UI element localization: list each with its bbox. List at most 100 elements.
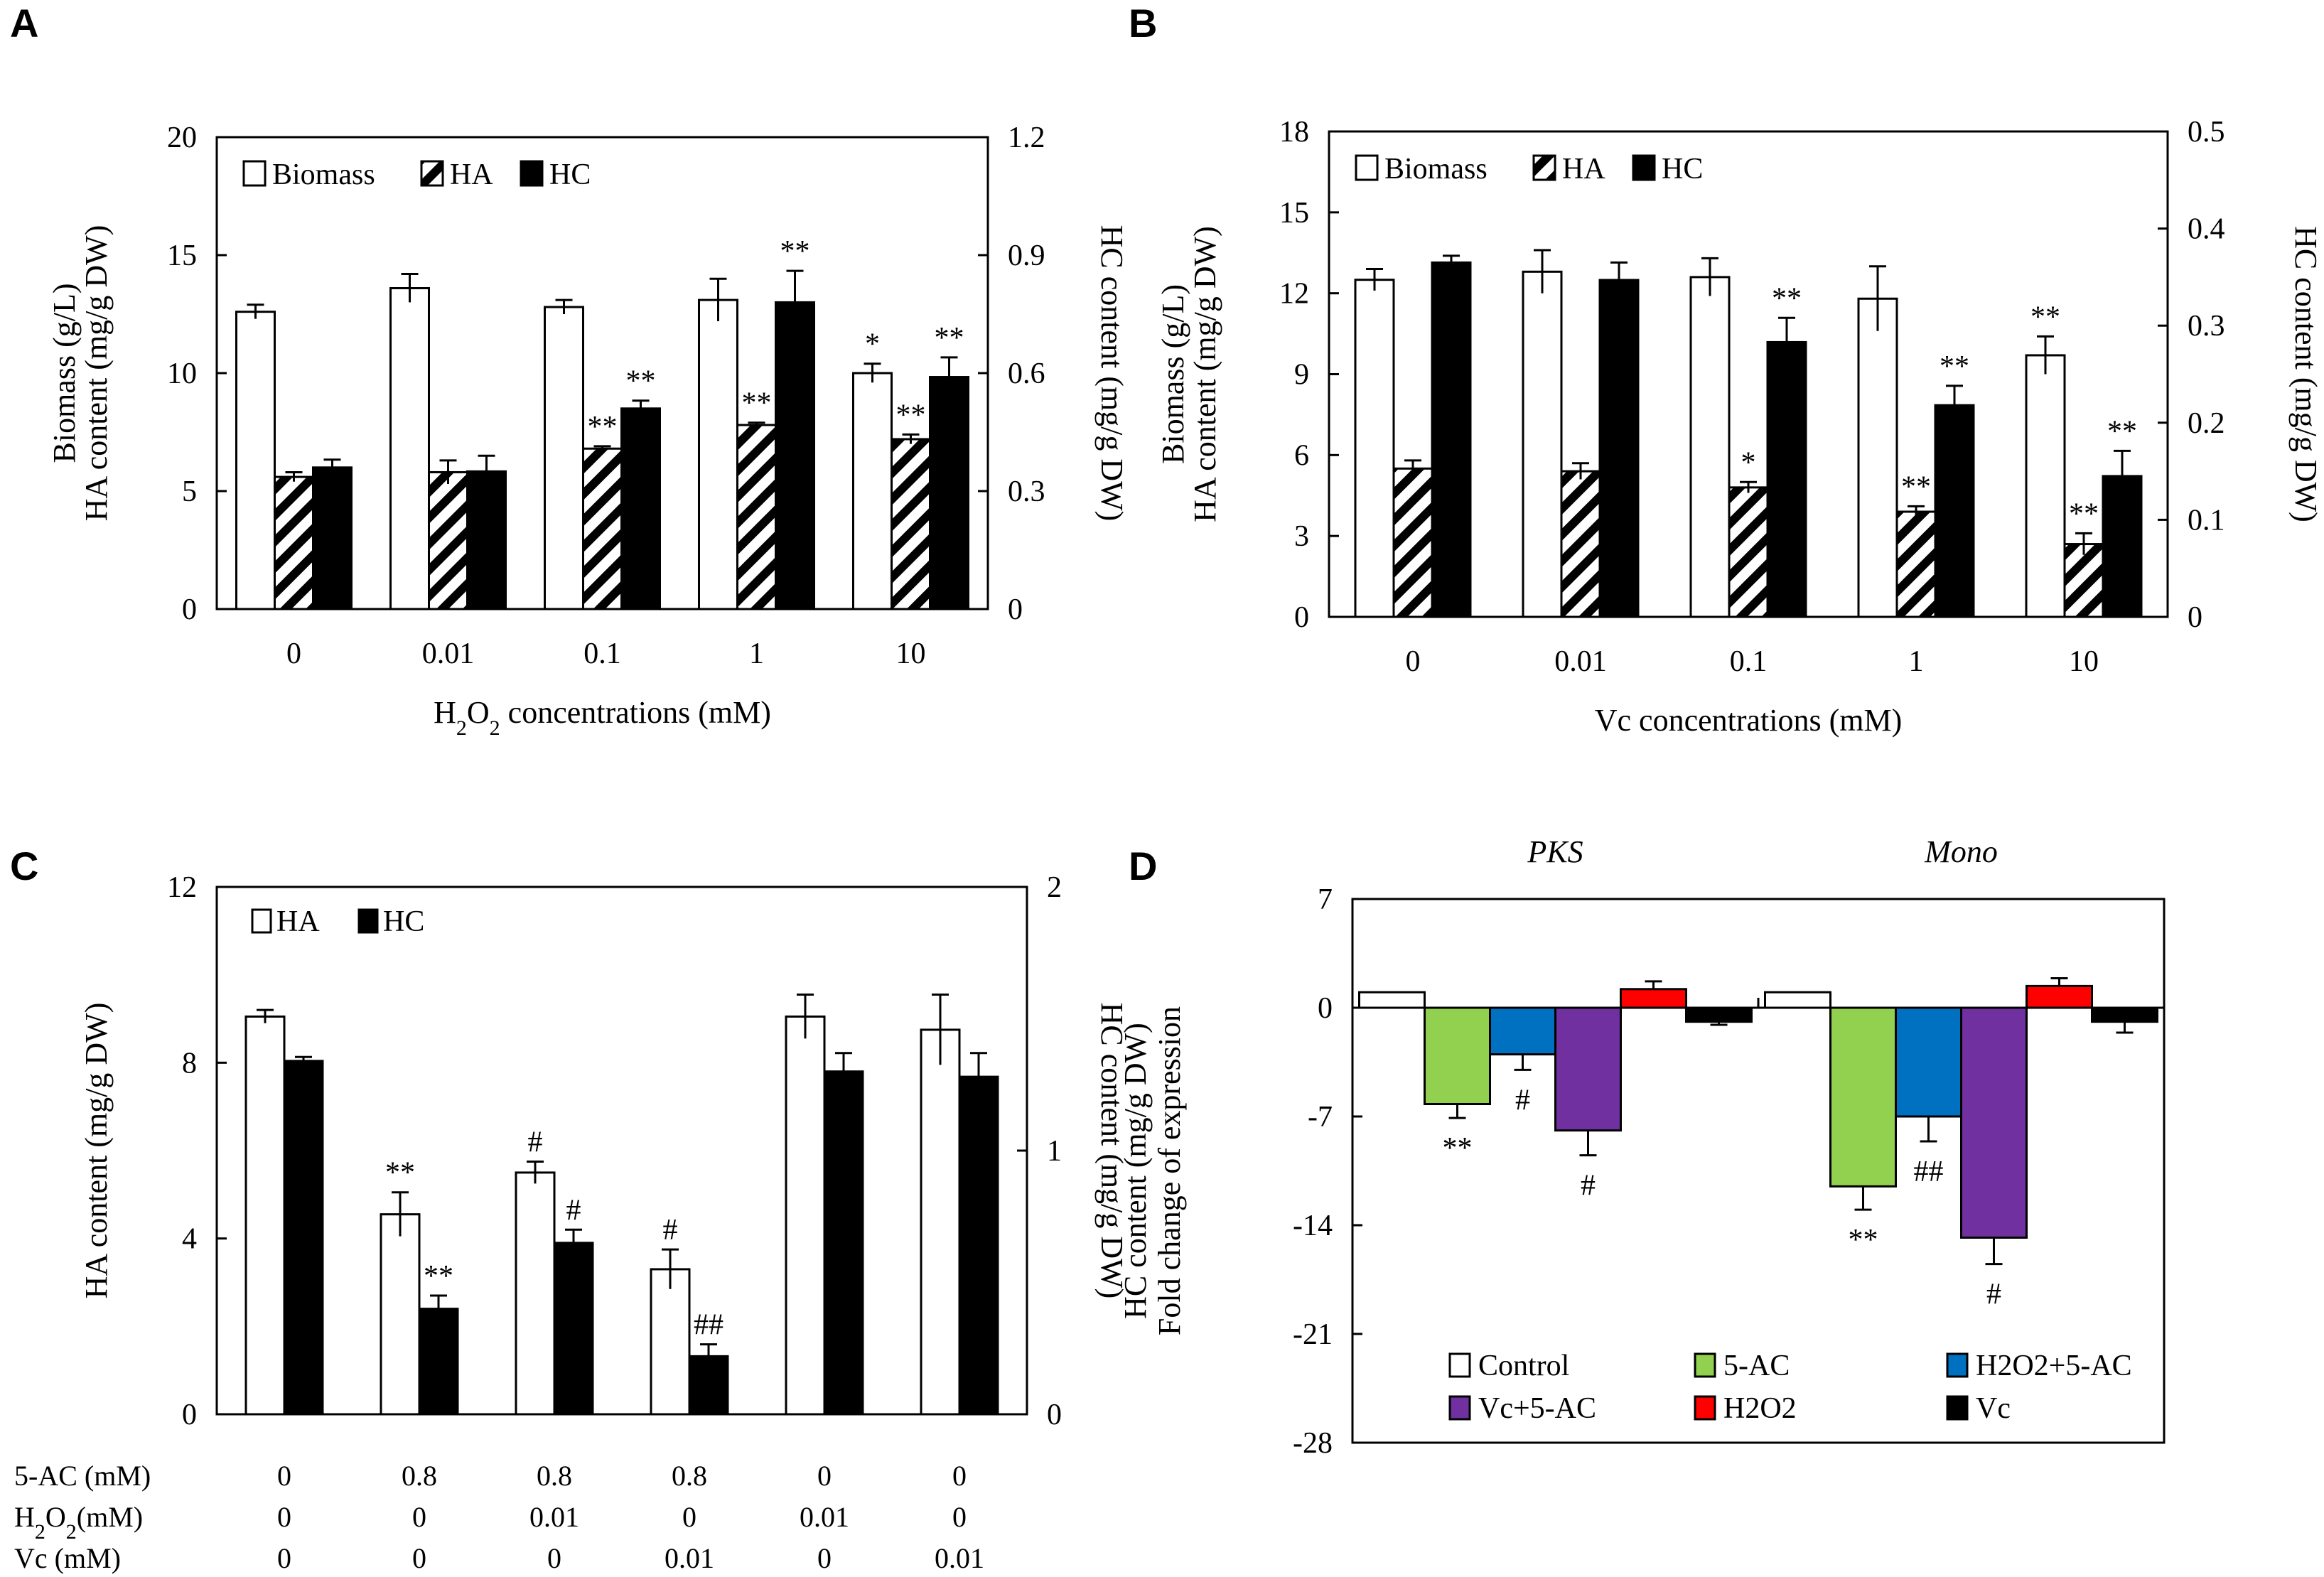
condition-value: 0 bbox=[277, 1542, 291, 1574]
x-tick-label: 1 bbox=[749, 637, 764, 670]
significance-label: ** bbox=[626, 365, 656, 398]
x-tick-label: 0.01 bbox=[1554, 645, 1607, 678]
significance-label: # bbox=[528, 1126, 543, 1158]
bar bbox=[1857, 297, 1898, 618]
significance-label: ## bbox=[694, 1309, 723, 1342]
y-tick-label: 8 bbox=[182, 1047, 197, 1080]
significance-label: ** bbox=[424, 1260, 453, 1293]
y-tick-label: 18 bbox=[1279, 116, 1309, 149]
legend-label: HA bbox=[1562, 153, 1605, 185]
y-axis-label: HA content (mg/g DW) bbox=[79, 1003, 114, 1299]
legend-swatch bbox=[1532, 154, 1556, 181]
bar bbox=[1489, 1006, 1556, 1056]
y-axis-label: Biomass (g/L) bbox=[47, 284, 82, 463]
bar bbox=[1829, 1006, 1897, 1188]
panel-letter-a: A bbox=[10, 1, 38, 45]
x-tick-label: 1 bbox=[1909, 645, 1924, 678]
y-tick-label: -14 bbox=[1293, 1210, 1333, 1242]
bar bbox=[852, 372, 893, 610]
bar bbox=[1522, 270, 1563, 618]
gene-group-label: Mono bbox=[1924, 834, 1998, 869]
bar bbox=[2025, 354, 2066, 618]
bar bbox=[418, 1308, 459, 1416]
bar bbox=[1424, 1006, 1491, 1106]
condition-value: 0 bbox=[277, 1501, 291, 1533]
bar bbox=[1764, 991, 1831, 1009]
legend-label: 5-AC bbox=[1723, 1350, 1790, 1382]
y-tick-label: 4 bbox=[182, 1223, 197, 1256]
condition-value: 0 bbox=[682, 1501, 696, 1533]
condition-row-label: 5-AC (mM) bbox=[14, 1460, 151, 1492]
y-tick-label: 7 bbox=[1318, 883, 1333, 916]
y-tick-label: 6 bbox=[1294, 439, 1309, 472]
bar bbox=[1560, 470, 1601, 618]
y-tick-label: 0 bbox=[182, 1399, 197, 1431]
condition-value: 0.8 bbox=[537, 1460, 572, 1492]
legend-label: HC bbox=[1662, 153, 1703, 185]
legend-swatch bbox=[357, 908, 379, 934]
bar bbox=[1960, 1006, 2028, 1239]
y2-tick-label: 0.4 bbox=[2188, 213, 2225, 246]
bar bbox=[582, 447, 623, 610]
bar bbox=[1392, 467, 1433, 618]
significance-label: * bbox=[865, 328, 880, 361]
y2-axis-label: HC content (mg/g DW) bbox=[1094, 1003, 1129, 1299]
y-tick-label: 0 bbox=[1318, 992, 1333, 1025]
bar bbox=[1685, 1006, 1753, 1023]
y-tick-label: 9 bbox=[1294, 359, 1309, 392]
condition-value: 0.01 bbox=[529, 1501, 579, 1533]
y-tick-label: 15 bbox=[167, 239, 197, 272]
legend-label: Biomass bbox=[272, 158, 375, 191]
bar bbox=[1895, 510, 1937, 618]
bar bbox=[785, 1015, 826, 1416]
y-axis-label: HC content (mg/g DW) bbox=[1118, 1023, 1153, 1319]
bar bbox=[1354, 279, 1395, 618]
condition-value: 0.8 bbox=[672, 1460, 707, 1492]
legend-swatch bbox=[1694, 1395, 1716, 1421]
y-tick-label: 15 bbox=[1279, 197, 1309, 230]
x-tick-label: 0.1 bbox=[583, 637, 621, 670]
legend-swatch bbox=[1355, 154, 1379, 181]
bar bbox=[1358, 991, 1426, 1009]
significance-label: ## bbox=[1914, 1156, 1944, 1188]
bar bbox=[891, 438, 931, 610]
bar bbox=[1934, 404, 1975, 618]
y2-tick-label: 0 bbox=[1008, 593, 1023, 626]
condition-value: 0 bbox=[952, 1501, 967, 1533]
legend-label: HC bbox=[383, 905, 424, 938]
y-tick-label: -28 bbox=[1293, 1427, 1333, 1460]
condition-row-label: Vc (mM) bbox=[14, 1542, 121, 1574]
y2-tick-label: 0.2 bbox=[2188, 407, 2225, 440]
legend-label: H2O2+5-AC bbox=[1976, 1350, 2132, 1382]
bar bbox=[736, 424, 777, 610]
y-tick-label: -21 bbox=[1293, 1318, 1333, 1351]
y-axis-label: Biomass (g/L) bbox=[1156, 284, 1190, 464]
legend-swatch bbox=[251, 908, 272, 934]
y2-tick-label: 0.3 bbox=[1008, 475, 1045, 508]
y-tick-label: 3 bbox=[1294, 520, 1309, 553]
legend-swatch bbox=[1946, 1352, 1969, 1378]
condition-value: 0.01 bbox=[800, 1501, 849, 1533]
y-tick-label: 0 bbox=[1294, 601, 1309, 634]
bar bbox=[312, 466, 353, 610]
x-tick-label: 10 bbox=[2069, 645, 2099, 678]
plot-frame bbox=[215, 886, 1028, 1416]
legend-swatch bbox=[242, 160, 267, 187]
bar bbox=[544, 306, 584, 610]
panel-letter-d: D bbox=[1129, 844, 1157, 888]
bar bbox=[929, 376, 969, 610]
chart-panel-c: 04812012000****0.800##0.80.010###0.800.0… bbox=[14, 871, 1129, 1574]
y-axis-label: HA content (mg/g DW) bbox=[1188, 226, 1222, 522]
y-tick-label: -7 bbox=[1308, 1101, 1333, 1134]
x-tick-label: 0 bbox=[286, 637, 301, 670]
bar bbox=[1620, 988, 1687, 1009]
significance-label: ** bbox=[385, 1157, 415, 1190]
significance-label: ** bbox=[1849, 1224, 1878, 1256]
y-tick-label: 5 bbox=[182, 475, 197, 508]
legend-label: HA bbox=[450, 158, 493, 191]
legend-label: Vc bbox=[1976, 1392, 2011, 1425]
significance-label: ** bbox=[2030, 301, 2060, 333]
significance-label: # bbox=[1986, 1279, 2001, 1311]
y2-tick-label: 0 bbox=[2188, 601, 2202, 634]
